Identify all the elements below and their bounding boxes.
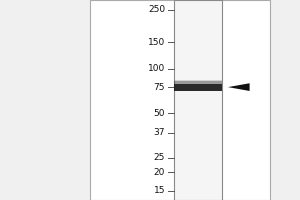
Bar — [90, 0, 270, 200]
Bar — [174, 84, 222, 91]
Text: 150: 150 — [148, 38, 165, 47]
Bar — [174, 80, 222, 84]
Text: 100: 100 — [148, 64, 165, 73]
Text: 50: 50 — [154, 109, 165, 118]
Bar — [174, 81, 222, 84]
Text: 20: 20 — [154, 168, 165, 177]
Polygon shape — [228, 83, 250, 91]
Bar — [174, 0, 222, 200]
Text: 25: 25 — [154, 153, 165, 162]
Text: 75: 75 — [154, 83, 165, 92]
Text: 37: 37 — [154, 128, 165, 137]
Text: 250: 250 — [148, 5, 165, 14]
Text: 15: 15 — [154, 186, 165, 195]
